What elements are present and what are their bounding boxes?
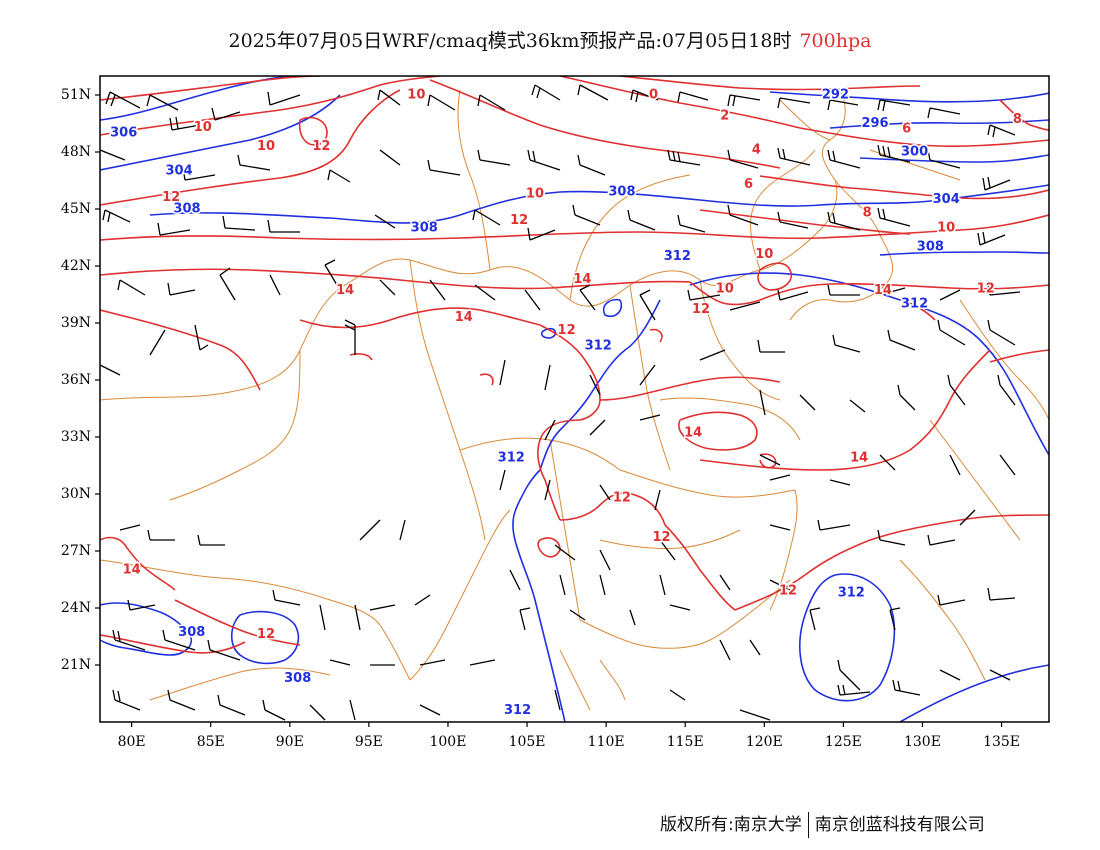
lon-tick-label: 90E	[276, 734, 304, 750]
height-contour-label: 312	[838, 585, 865, 600]
lat-tick-label: 33N	[61, 429, 91, 445]
temperature-labels: 10 10 10 12 12 0 2 4 6 6 8 8 10 12 10 10 10 12 14 14 14 12 12 1…	[121, 86, 1023, 644]
temperature-contour-label: 10	[407, 88, 425, 103]
temperature-contour-label: 10	[937, 221, 955, 236]
temperature-contour-label: 10	[257, 139, 275, 154]
lat-tick-label: 21N	[61, 657, 91, 673]
lat-tick-label: 36N	[61, 372, 91, 388]
temperature-contour-label: 12	[510, 213, 528, 228]
lat-tick-label: 51N	[61, 87, 91, 103]
temperature-contour-label: 12	[613, 490, 631, 505]
attribution-separator	[807, 812, 809, 838]
lat-tick-label: 24N	[61, 600, 91, 616]
longitude-axis: 80E 85E 90E 95E 100E 105E 110E 115E 120E 125E 130E…	[118, 722, 1020, 750]
temperature-contour-label: 2	[720, 108, 729, 123]
height-contour-label: 308	[173, 202, 200, 217]
height-contour-label: 304	[166, 164, 193, 179]
lat-tick-label: 42N	[61, 258, 91, 274]
temperature-contour-label: 10	[526, 186, 544, 201]
height-contour-label: 296	[861, 116, 888, 131]
height-contour-label: 312	[498, 450, 525, 465]
temperature-contour-label: 14	[123, 563, 141, 578]
height-contour-label: 312	[504, 703, 531, 718]
height-contour-label: 308	[608, 184, 635, 199]
lon-tick-label: 130E	[904, 734, 941, 750]
attribution: 版权所有:南京大学 南京创蓝科技有限公司	[660, 810, 985, 838]
latitude-axis: 51N 48N 45N 42N 39N 36N 33N 30N 27N 24N 21N	[61, 87, 100, 673]
temperature-contour-label: 12	[779, 583, 797, 598]
lon-tick-label: 105E	[509, 734, 546, 750]
temperature-contour-label: 12	[162, 190, 180, 205]
height-contour-label: 304	[933, 192, 960, 207]
lat-tick-label: 39N	[61, 315, 91, 331]
temperature-contour-label: 12	[692, 302, 710, 317]
temperature-contour-label: 10	[194, 120, 212, 135]
temperature-contour-label: 8	[1013, 112, 1022, 127]
temperature-contour-label: 14	[850, 450, 868, 465]
lon-tick-label: 85E	[197, 734, 225, 750]
temperature-contour-label: 14	[336, 283, 354, 298]
wind-barbs	[100, 84, 1021, 721]
temperature-contour-label: 12	[977, 281, 995, 296]
height-contour-label: 308	[411, 221, 438, 236]
pressure-level: 700hpa	[799, 30, 872, 52]
lon-tick-label: 125E	[825, 734, 862, 750]
plot-frame	[99, 75, 1050, 723]
height-contour-label: 308	[917, 240, 944, 255]
temperature-contour-label: 6	[744, 177, 753, 192]
temperature-contour-label: 12	[312, 139, 330, 154]
temperature-contour-label: 8	[863, 205, 872, 220]
temperature-contour-label: 6	[902, 122, 911, 137]
lat-tick-label: 45N	[61, 201, 91, 217]
lon-tick-label: 120E	[746, 734, 783, 750]
height-contour-label: 306	[110, 126, 137, 141]
lon-tick-label: 95E	[355, 734, 383, 750]
lon-tick-label: 115E	[667, 734, 704, 750]
attribution-right: 南京创蓝科技有限公司	[814, 815, 985, 835]
map-title: 2025年07月05日WRF/cmaq模式36km预报产品:07月05日18时 7…	[0, 26, 1100, 53]
temperature-contour-label: 0	[649, 88, 658, 103]
height-labels: 306 304 308 308 308 292 296 300 304 308 312 312 312 3…	[109, 86, 962, 720]
temperature-contour-label: 14	[684, 426, 702, 441]
height-contour-label: 308	[178, 625, 205, 640]
temperature-contour-label: 12	[257, 627, 275, 642]
height-contour-label: 312	[585, 338, 612, 353]
height-contour-label: 308	[284, 671, 311, 686]
temperature-contour-label: 12	[558, 323, 576, 338]
temperature-contour-label: 12	[652, 530, 670, 545]
lat-tick-label: 27N	[61, 543, 91, 559]
lon-tick-label: 100E	[429, 734, 466, 750]
height-contour-label: 292	[822, 88, 849, 103]
height-contour-label: 300	[901, 145, 928, 160]
temperature-contour-label: 10	[755, 247, 773, 262]
lat-tick-label: 30N	[61, 486, 91, 502]
lat-tick-label: 48N	[61, 144, 91, 160]
temperature-contour-label: 4	[752, 143, 761, 158]
height-contour-label: 312	[901, 297, 928, 312]
temperature-contour-label: 10	[716, 281, 734, 296]
plot-background	[100, 76, 1049, 722]
lon-tick-label: 110E	[588, 734, 625, 750]
temperature-contour-label: 14	[573, 272, 591, 287]
lon-tick-label: 80E	[118, 734, 146, 750]
temperature-contour-label: 14	[455, 310, 473, 325]
height-contour-label: 312	[664, 249, 691, 264]
attribution-left: 版权所有:南京大学	[660, 815, 802, 835]
temperature-contour-label: 14	[874, 283, 892, 298]
lon-tick-label: 135E	[983, 734, 1020, 750]
title-main: 2025年07月05日WRF/cmaq模式36km预报产品:07月05日18时	[228, 30, 792, 52]
